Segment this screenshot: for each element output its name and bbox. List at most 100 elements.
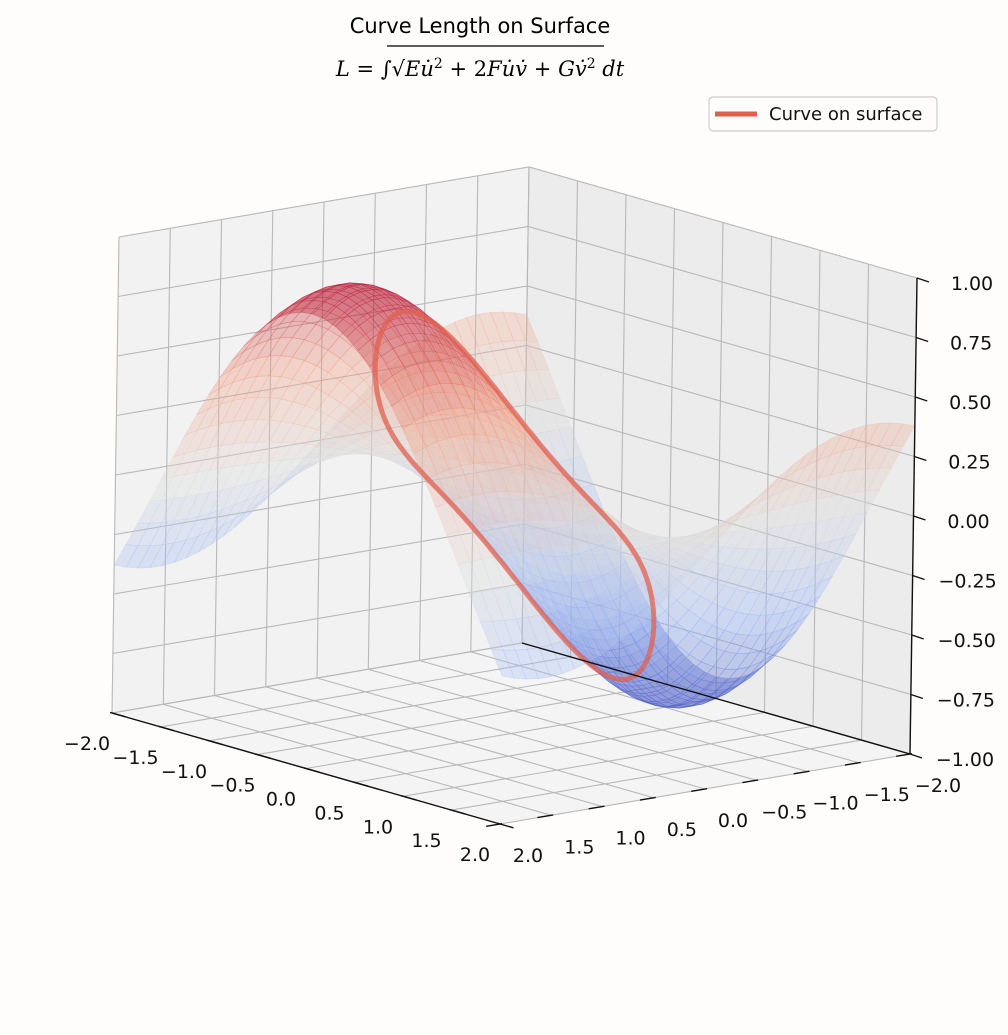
surface-patch xyxy=(678,700,703,707)
surface-patch xyxy=(279,299,304,317)
surface-patch xyxy=(340,429,366,444)
surface-patch xyxy=(604,510,629,527)
surface-patch xyxy=(221,499,248,527)
surface-patch xyxy=(660,568,685,592)
surface-patch xyxy=(398,419,424,440)
surface-patch xyxy=(649,537,676,546)
surface-patch xyxy=(866,444,892,469)
surface-patch xyxy=(723,567,749,590)
surface-patch xyxy=(279,321,305,339)
surface-patch xyxy=(514,538,539,569)
surface-patch xyxy=(595,618,620,641)
surface-patch xyxy=(468,499,493,529)
surface-patch xyxy=(738,666,763,686)
surface-patch xyxy=(460,488,485,517)
surface-patch xyxy=(305,445,331,459)
surface-patch xyxy=(525,542,551,573)
surface-patch xyxy=(455,392,481,420)
surface-patch xyxy=(684,547,710,566)
surface-patch xyxy=(462,407,487,436)
surface-patch xyxy=(759,592,785,616)
surface-patch xyxy=(622,642,648,666)
y-tick-mark xyxy=(109,711,126,718)
surface-patch xyxy=(632,696,656,707)
surface-patch xyxy=(428,360,453,384)
surface-patch xyxy=(340,411,365,430)
surface-patch xyxy=(854,444,880,471)
surface-patch xyxy=(270,469,296,489)
surface-patch xyxy=(687,574,713,597)
surface-patch xyxy=(770,524,796,550)
surface-patch xyxy=(233,462,259,488)
surface-patch xyxy=(266,305,291,325)
surface-patch xyxy=(312,290,338,303)
surface-patch xyxy=(339,345,365,369)
surface-patch xyxy=(384,289,409,303)
surface-patch xyxy=(651,534,675,539)
surface-patch xyxy=(536,369,561,400)
surface-patch xyxy=(795,542,821,571)
surface-patch xyxy=(667,705,691,709)
surface-patch xyxy=(758,506,784,530)
surface-patch xyxy=(403,390,428,422)
surface-patch xyxy=(381,325,407,349)
surface-patch xyxy=(490,422,515,453)
surface-patch xyxy=(688,595,713,619)
surface-patch xyxy=(231,344,257,370)
surface-patch xyxy=(336,286,362,299)
surface-patch xyxy=(196,444,222,473)
surface-patch xyxy=(244,355,270,380)
surface-patch xyxy=(351,335,376,358)
surface-patch xyxy=(563,621,589,648)
surface-patch xyxy=(640,544,665,560)
surface-patch xyxy=(256,375,282,398)
surface-patch xyxy=(396,293,421,310)
surface-patch xyxy=(512,433,538,464)
surface-patch xyxy=(579,516,604,551)
x-tick-mark xyxy=(793,770,810,775)
surface-patch xyxy=(524,441,549,471)
surface-patch xyxy=(760,627,786,652)
surface-patch xyxy=(302,296,328,309)
surface-patch xyxy=(478,418,504,449)
surface-patch xyxy=(283,468,308,485)
surface-patch xyxy=(524,456,550,487)
x-tick-label: −1.5 xyxy=(864,784,910,806)
x-tick-label: −1.0 xyxy=(812,793,858,815)
surface-patch xyxy=(279,337,305,358)
surface-patch xyxy=(255,337,281,359)
surface-patch xyxy=(572,616,597,641)
surface-patch xyxy=(256,419,282,443)
surface-patch xyxy=(292,382,318,406)
surface-patch xyxy=(651,542,677,554)
surface-patch xyxy=(421,392,446,416)
surface-patch xyxy=(326,289,352,302)
surface-patch xyxy=(358,316,383,341)
surface-patch xyxy=(268,355,293,377)
surface-patch xyxy=(722,530,748,549)
surface-patch xyxy=(331,432,357,447)
surface-patch xyxy=(184,447,210,475)
surface-patch xyxy=(689,679,715,694)
surface-patch xyxy=(462,442,487,472)
y-tick-mark xyxy=(158,725,175,732)
surface-patch xyxy=(502,491,527,522)
surface-patch xyxy=(197,489,223,517)
surface-patch xyxy=(725,674,750,692)
surface-patch xyxy=(649,545,675,560)
surface-patch xyxy=(783,602,810,630)
surface-patch xyxy=(373,287,398,297)
surface-patch xyxy=(355,411,381,433)
surface-patch xyxy=(197,467,223,496)
surface-patch xyxy=(510,435,535,470)
surface-patch xyxy=(514,312,539,343)
surface-patch xyxy=(450,444,475,471)
surface-patch xyxy=(294,456,319,471)
surface-patch xyxy=(463,412,488,444)
surface-patch xyxy=(234,493,260,519)
surface-patch xyxy=(422,455,447,477)
z-tick-mark xyxy=(916,277,930,283)
surface-patch xyxy=(326,282,350,288)
surface-patch xyxy=(354,452,378,457)
surface-patch xyxy=(410,437,435,458)
